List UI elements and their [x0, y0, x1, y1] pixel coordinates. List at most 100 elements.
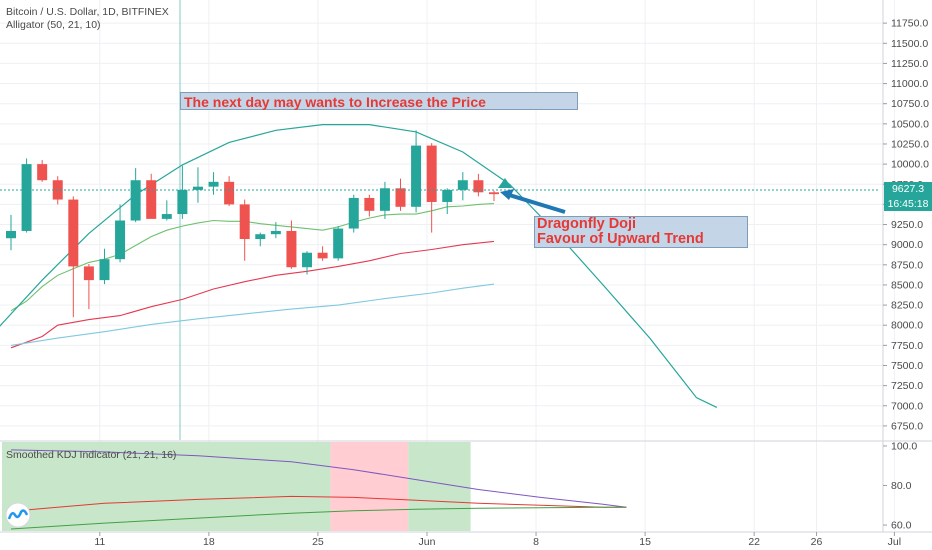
candle-body	[115, 220, 126, 260]
candle	[115, 204, 126, 263]
price-tick-label: 7750.0	[891, 340, 923, 352]
price-tick-label: 11750.0	[891, 18, 928, 30]
price-tick-label: 8500.0	[891, 279, 923, 291]
kdj-series-line	[10, 449, 627, 508]
annotation-top: The next day may wants to Increase the P…	[180, 92, 578, 110]
price-tick-label: 8250.0	[891, 300, 923, 312]
candle	[286, 220, 297, 269]
candle-body	[239, 204, 250, 240]
candle-body	[488, 192, 499, 195]
candle	[68, 196, 79, 318]
candle	[395, 178, 406, 211]
candle	[411, 130, 422, 213]
candle-body	[99, 259, 110, 281]
kdj-series-line	[10, 495, 627, 512]
candle	[317, 246, 328, 261]
price-tick-label: 7250.0	[891, 380, 923, 392]
candle	[302, 251, 313, 275]
time-tick-label: 25	[312, 536, 324, 548]
candle-body	[348, 197, 359, 229]
price-tick-label: 10500.0	[891, 118, 929, 130]
candles	[6, 130, 499, 318]
time-tick-label: Jul	[888, 536, 901, 548]
time-tick-label: 18	[203, 536, 215, 548]
time-tick-label: 22	[748, 536, 760, 548]
annotation-arrow-head	[500, 189, 514, 200]
price-tick-label: 7000.0	[891, 400, 923, 412]
kdj-tick-label: 60.0	[891, 520, 912, 532]
candle	[364, 194, 375, 217]
candle	[457, 172, 468, 201]
price-tick-label: 11500.0	[891, 38, 928, 50]
candle	[379, 181, 390, 219]
candle-body	[21, 164, 32, 231]
candle	[146, 173, 157, 219]
kdj-bands	[2, 442, 471, 531]
time-tick-label: 8	[533, 536, 539, 548]
annotation-doji: Dragonfly Doji Favour of Upward Trend	[534, 216, 748, 248]
candle-body	[177, 189, 188, 215]
candle-body	[37, 164, 48, 181]
candle	[426, 143, 437, 233]
candle-body	[270, 230, 281, 235]
price-badge: 9627.3	[884, 182, 932, 197]
kdj-tick-label: 100.0	[891, 440, 917, 452]
candle-body	[224, 181, 235, 205]
candle-body	[146, 180, 157, 219]
candle	[224, 176, 235, 206]
time-tick-label: 15	[639, 536, 651, 548]
candle-body	[83, 266, 94, 281]
candle	[99, 248, 110, 285]
candle	[130, 168, 141, 223]
candle	[83, 264, 94, 310]
symbol-title: Bitcoin / U.S. Dollar, 1D, BITFINEX	[6, 6, 169, 18]
candle	[473, 173, 484, 197]
candle	[239, 199, 250, 261]
chart-series-line	[10, 283, 495, 346]
candle-body	[286, 230, 297, 268]
price-tick-label: 9000.0	[891, 239, 923, 251]
candle-body	[395, 188, 406, 207]
kdj-axis: 100.0 80.0 60.0	[883, 440, 917, 532]
annotation-doji-line1: Dragonfly Doji	[537, 216, 637, 232]
kdj-band	[330, 442, 409, 531]
kdj-title: Smoothed KDJ Indicator (21, 21, 16)	[6, 449, 177, 461]
price-tick-label: 8750.0	[891, 259, 923, 271]
candle-body	[457, 180, 468, 190]
candle-body	[473, 180, 484, 193]
candle	[177, 165, 188, 219]
candle	[255, 232, 266, 247]
indicator-label: Alligator (50, 21, 10)	[6, 19, 101, 31]
annotation-arrow	[505, 192, 566, 214]
candle	[21, 158, 32, 233]
time-tick-label: 11	[94, 536, 105, 548]
candle	[488, 190, 499, 202]
price-tick-label: 8000.0	[891, 320, 923, 332]
candle-body	[161, 214, 172, 219]
candle	[270, 222, 281, 239]
price-tick-label: 6750.0	[891, 420, 923, 432]
tradingview-logo-icon	[5, 502, 31, 528]
price-tick-label: 9250.0	[891, 219, 923, 231]
candle-body	[302, 252, 313, 268]
candle-body	[317, 252, 328, 259]
candle	[37, 160, 48, 182]
price-tick-label: 11250.0	[891, 58, 928, 70]
candle-body	[6, 230, 16, 239]
candle-body	[130, 180, 141, 221]
candle	[348, 194, 359, 233]
candle-body	[379, 188, 390, 211]
countdown-badge: 16:45:18	[884, 197, 932, 211]
price-tick-label: 7500.0	[891, 360, 923, 372]
candle-body	[208, 181, 219, 187]
candle-body	[192, 186, 203, 190]
candle-body	[255, 234, 266, 240]
price-tick-label: 11000.0	[891, 78, 928, 90]
candle-body	[426, 145, 437, 202]
price-badge-value: 9627.3	[891, 183, 925, 195]
candle-body	[68, 199, 79, 267]
price-tick-label: 10000.0	[891, 159, 929, 171]
up-marker-icon	[498, 178, 512, 188]
candle-body	[364, 197, 375, 211]
